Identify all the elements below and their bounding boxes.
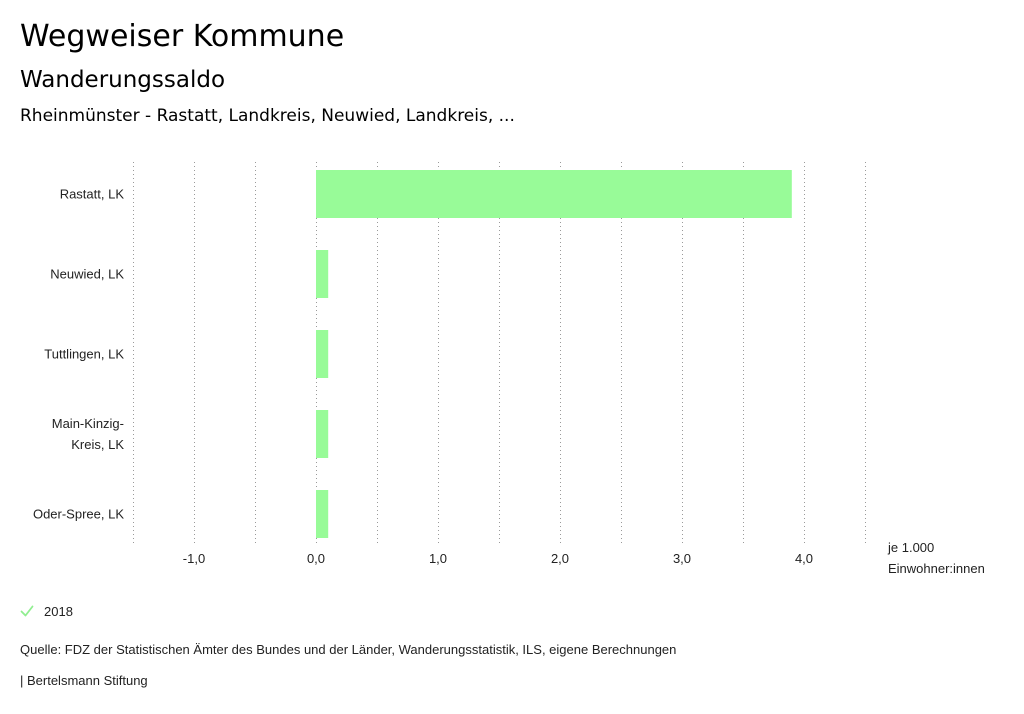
- x-axis-unit-label: je 1.000 Einwohner:innen: [887, 540, 985, 576]
- x-tick-label: -1,0: [183, 551, 205, 566]
- x-tick-label: 3,0: [673, 551, 691, 566]
- category-label: Neuwied, LK: [50, 267, 124, 282]
- bar[interactable]: [316, 490, 329, 538]
- bar[interactable]: [316, 250, 329, 298]
- checkmark-icon[interactable]: [20, 604, 34, 618]
- bar-chart: Rastatt, LK Neuwied, LK Tuttlingen, LK Main…: [33, 162, 985, 576]
- x-tick-label: 2,0: [551, 551, 569, 566]
- x-tick-label: 4,0: [795, 551, 813, 566]
- category-label: Main-Kinzig-Kreis, LK: [52, 416, 125, 452]
- legend-label-2018: 2018: [44, 603, 73, 619]
- bar[interactable]: [316, 410, 329, 458]
- category-label: Oder-Spree, LK: [33, 507, 124, 522]
- category-label: Rastatt, LK: [60, 187, 125, 202]
- region-selection: Rheinmünster - Rastatt, Landkreis, Neuwi…: [20, 106, 515, 126]
- x-tick-label: 0,0: [307, 551, 325, 566]
- credit-note: | Bertelsmann Stiftung: [20, 673, 148, 688]
- page-title: Wegweiser Kommune: [20, 19, 345, 54]
- bars: [316, 170, 792, 538]
- category-label: Tuttlingen, LK: [44, 347, 124, 362]
- category-labels: Rastatt, LK Neuwied, LK Tuttlingen, LK Main…: [33, 187, 124, 522]
- bar[interactable]: [316, 170, 792, 218]
- source-note: Quelle: FDZ der Statistischen Ämter des …: [20, 642, 677, 657]
- chart-subtitle: Wanderungssaldo: [20, 67, 226, 93]
- x-tick-label: 1,0: [429, 551, 447, 566]
- legend[interactable]: 2018: [20, 601, 73, 621]
- bar[interactable]: [316, 330, 329, 378]
- grid-lines: [133, 162, 866, 543]
- x-tick-labels: -1,0 0,0 1,0 2,0 3,0 4,0: [183, 551, 813, 566]
